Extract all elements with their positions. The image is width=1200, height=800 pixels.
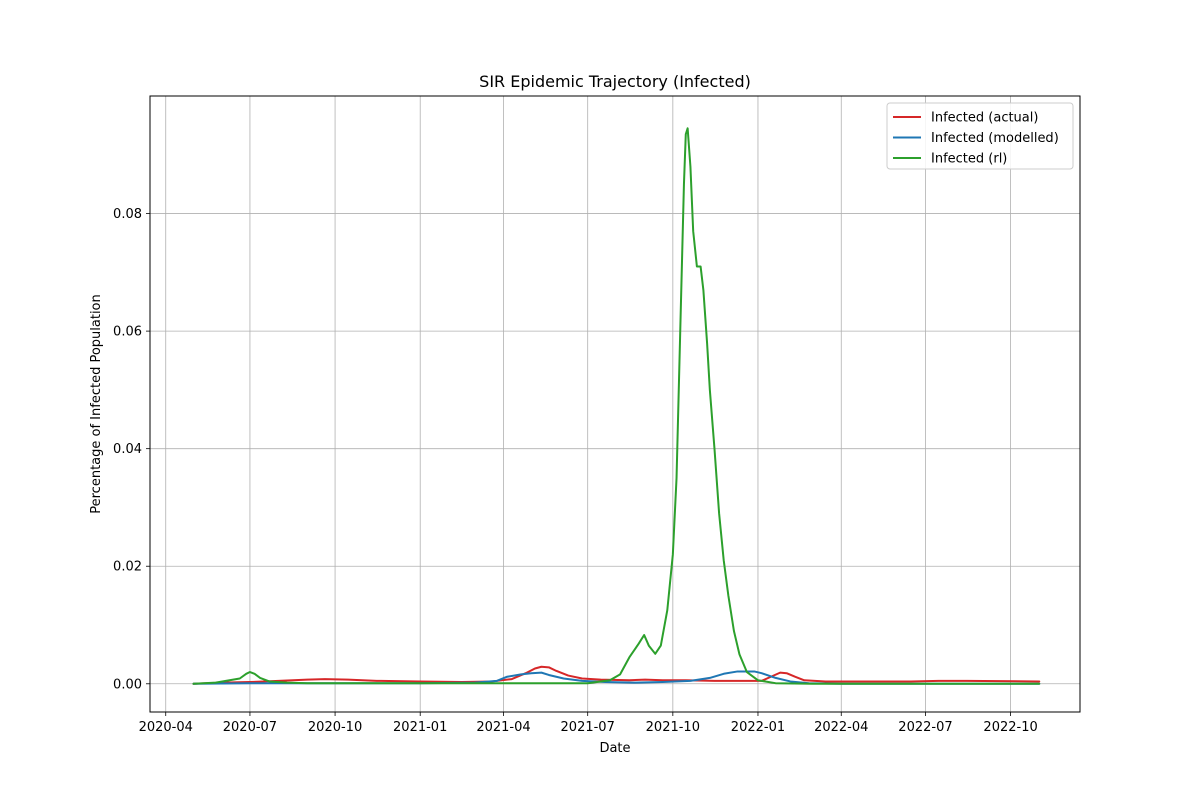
grid [150,96,1080,712]
series-line-3 [192,127,1041,685]
x-tick-label: 2022-01 [731,720,785,735]
plot-frame [149,95,1081,713]
series-line-1 [192,665,1041,685]
x-axis-title: Date [599,741,630,756]
y-tick-label: 0.06 [113,325,142,340]
x-tick-label: 2020-04 [139,720,193,735]
y-tick-label: 0.04 [113,442,142,457]
legend-label: Infected (modelled) [931,131,1059,146]
series-line-2 [192,670,1041,685]
x-axis-ticks: 2020-04 2020-07 2020-10 2021-01 2021-04 2021-… [139,712,1038,735]
x-tick-label: 2021-07 [561,720,615,735]
x-tick-label: 2021-04 [476,720,530,735]
y-axis-title: Percentage of Infected Population [89,294,104,514]
x-tick-label: 2021-01 [393,720,447,735]
y-axis-ticks: 0.00 0.02 0.04 0.06 0.08 [113,207,150,692]
legend-label: Infected (actual) [931,111,1038,126]
x-tick-label: 2022-04 [814,720,868,735]
x-tick-label: 2020-07 [223,720,277,735]
legend: Infected (actual) Infected (modelled) Infe… [886,102,1074,170]
x-tick-label: 2021-10 [646,720,700,735]
x-tick-label: 2022-07 [898,720,952,735]
series-lines [192,127,1041,685]
y-tick-label: 0.02 [113,560,142,575]
legend-label: Infected (rl) [931,152,1007,167]
y-tick-label: 0.08 [113,207,142,222]
x-tick-label: 2020-10 [308,720,362,735]
x-tick-label: 2022-10 [983,720,1037,735]
chart-title: SIR Epidemic Trajectory (Infected) [479,72,751,91]
legend-box [886,102,1074,170]
y-tick-label: 0.00 [113,677,142,692]
